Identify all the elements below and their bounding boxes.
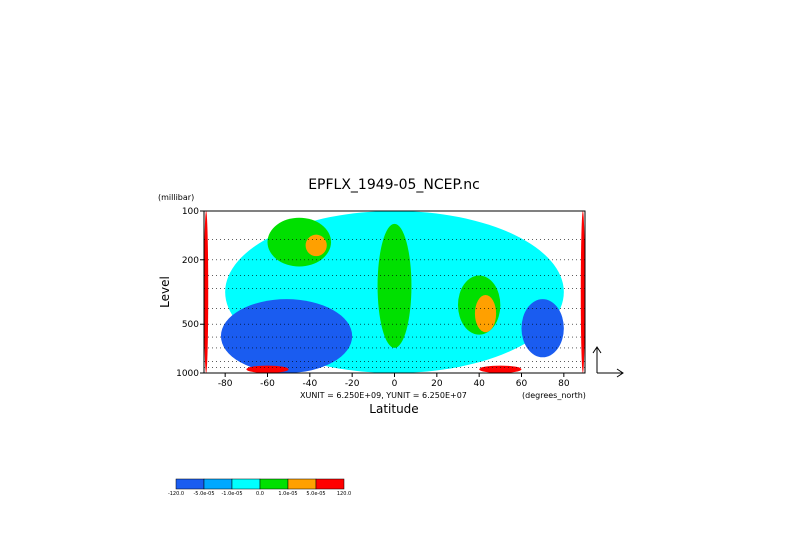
colorbar-label: 0.0 [256, 491, 264, 497]
y-axis-label: Level [158, 276, 172, 308]
x-unit-label: (degrees_north) [522, 391, 586, 400]
y-unit-label: (millibar) [158, 193, 194, 202]
contour-region-blue [220, 299, 353, 373]
contour-region-green [377, 223, 412, 348]
contour-region-orange [305, 234, 327, 257]
contour-region-red [204, 211, 209, 373]
vector-scale-text: XUNIT = 6.250E+09, YUNIT = 6.250E+07 [300, 391, 467, 400]
vector-key [592, 346, 624, 378]
x-tick-label: -40 [302, 379, 317, 389]
colorbar-label: 5.0e-05 [306, 491, 325, 497]
contour-region-red [580, 211, 585, 373]
colorbar-swatch [287, 478, 317, 490]
colorbar-swatch [315, 478, 345, 490]
x-ticks: -80 -60 -40 -20 0 20 40 60 80 [218, 373, 570, 389]
y-ticks: 100 200 500 1000 [176, 207, 204, 379]
colorbar-label: 120.0 [337, 491, 351, 497]
x-axis-label: Latitude [369, 402, 418, 416]
x-tick-label: -60 [260, 379, 275, 389]
y-tick-label: 100 [182, 207, 199, 217]
x-tick-label: 60 [516, 379, 528, 389]
x-tick-label: -80 [218, 379, 233, 389]
contour-region-red [246, 365, 289, 373]
colorbar-swatch [231, 478, 261, 490]
contour-region-red [479, 365, 522, 373]
contour-region-orange [474, 294, 497, 333]
colorbar-swatch [175, 478, 205, 490]
x-tick-label: 40 [473, 379, 485, 389]
y-tick-label: 200 [182, 256, 199, 266]
plot-area [204, 211, 585, 373]
colorbar-swatch [259, 478, 289, 490]
colorbar-label: -5.0e-05 [194, 491, 215, 497]
y-tick-label: 500 [182, 320, 199, 330]
colorbar: -120.0 -5.0e-05 -1.0e-05 0.0 1.0e-05 5.0e-05 1… [168, 478, 351, 497]
x-tick-label: 80 [558, 379, 570, 389]
x-tick-label: 0 [392, 379, 398, 389]
chart-title: EPFLX_1949-05_NCEP.nc [308, 177, 480, 193]
x-tick-label: -20 [345, 379, 360, 389]
colorbar-label: 1.0e-05 [278, 491, 297, 497]
x-tick-label: 20 [431, 379, 443, 389]
colorbar-label: -120.0 [168, 491, 184, 497]
y-tick-label: 1000 [176, 369, 199, 379]
colorbar-swatch [203, 478, 233, 490]
contour-region-blue [521, 299, 564, 358]
colorbar-label: -1.0e-05 [222, 491, 243, 497]
